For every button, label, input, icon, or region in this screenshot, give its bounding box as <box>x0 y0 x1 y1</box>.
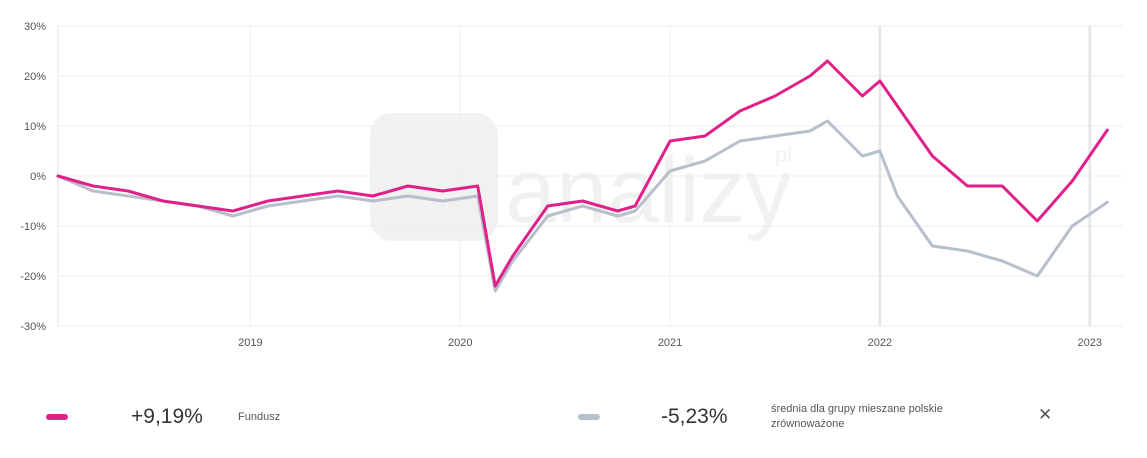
performance-chart: analizy pl 30% 20% 10% 0% -10% -20% -30% 2019 2… <box>20 21 1123 349</box>
x-tick-label: 2020 <box>448 337 472 349</box>
group-return: -5,23% <box>661 405 728 428</box>
watermark-logo: analizy pl <box>370 113 792 242</box>
fund-swatch <box>46 414 68 420</box>
series-line-group-average <box>56 119 1109 293</box>
x-tick-label: 2022 <box>868 337 892 349</box>
y-tick-label: 0% <box>30 171 46 183</box>
y-tick-label: 30% <box>24 21 46 33</box>
svg-text:analizy: analizy <box>505 140 791 242</box>
close-icon[interactable]: ✕ <box>1038 405 1053 424</box>
fund-return: +9,19% <box>131 405 203 428</box>
x-tick-label: 2021 <box>658 337 682 349</box>
legend-group[interactable]: -5,23% średnia dla grupy mieszane polski… <box>578 398 998 438</box>
group-label: średnia dla grupy mieszane polskie zrówn… <box>771 403 943 430</box>
svg-text:pl: pl <box>775 142 792 167</box>
y-tick-label: 10% <box>24 121 46 133</box>
y-tick-label: 20% <box>24 71 46 83</box>
x-tick-label: 2023 <box>1078 337 1102 349</box>
y-tick-label: -10% <box>20 221 46 233</box>
legend-fund[interactable]: +9,19% Fundusz <box>46 398 306 438</box>
group-swatch <box>578 414 600 420</box>
fund-label: Fundusz <box>238 411 281 423</box>
x-tick-label: 2019 <box>238 337 262 349</box>
y-tick-label: -20% <box>20 271 46 283</box>
y-tick-label: -30% <box>20 321 46 333</box>
series-line-fundusz <box>56 59 1109 288</box>
